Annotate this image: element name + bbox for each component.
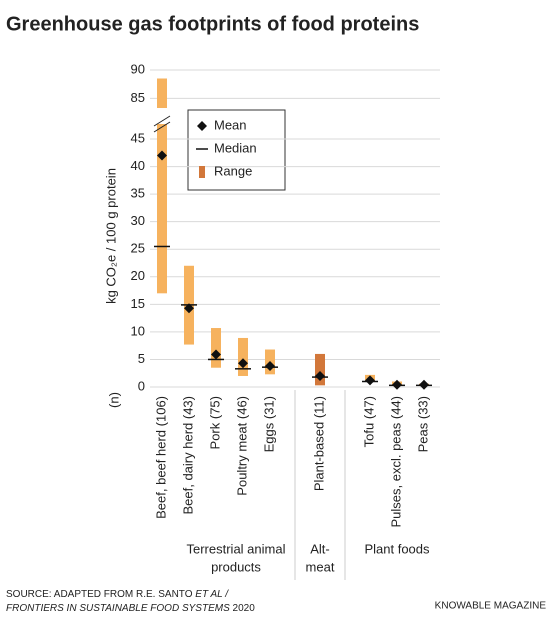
source-line: SOURCE: ADAPTED FROM R.E. SANTO ET AL / [6,589,229,600]
source-text: ET AL / [195,589,229,600]
x-tick-label: Poultry meat (46) [234,396,249,496]
source-text: SOURCE: ADAPTED FROM R.E. SANTO [6,589,195,600]
chart-title: Greenhouse gas footprints of food protei… [6,13,419,35]
group-label: Terrestrial animal [187,541,286,556]
x-tick-label: Beef, beef herd (106) [153,396,168,519]
range-bar [157,78,167,294]
group-label: products [211,559,261,574]
y-tick-label: 0 [138,378,145,393]
legend-label: Range [214,163,252,178]
legend-mean [197,121,207,131]
mean [315,370,325,381]
range-bar [211,328,221,368]
source-text: 2020 [230,603,255,614]
x-tick-label: Plant-based (11) [311,396,326,491]
source-text: FRONTIERS IN SUSTAINABLE FOOD SYSTEMS [6,603,230,614]
y-tick-label: 40 [131,158,145,173]
mean [211,349,221,360]
legend-range [199,166,205,178]
y-tick-label: 10 [131,323,145,338]
axis-break [153,115,171,127]
range-bar [238,337,248,376]
y-tick-label: 45 [131,130,145,145]
mean [265,361,275,372]
x-tick-label: Peas (33) [415,396,430,452]
x-tick-label: Pork (75) [207,396,222,449]
mean [419,379,429,390]
x-tick-label: Eggs (31) [261,396,276,452]
y-tick-label: 5 [138,351,145,366]
axis-break [153,121,171,133]
group-label: Plant foods [364,541,430,556]
mean [157,150,167,161]
n-label: (n) [106,392,121,408]
range-bar [315,353,325,386]
y-axis-label: kg CO₂e / 100 g protein [103,168,118,304]
y-tick-label: 25 [131,241,145,256]
legend-label: Mean [214,117,247,132]
axis-break [152,108,174,124]
credit: KNOWABLE MAGAZINE [435,601,547,612]
y-tick-label: 15 [131,296,145,311]
group-label: meat [306,559,335,574]
mean [238,358,248,369]
y-tick-label: 90 [131,61,145,76]
x-tick-label: Beef, dairy herd (43) [180,396,195,515]
mean [392,379,402,390]
source-line: FRONTIERS IN SUSTAINABLE FOOD SYSTEMS 20… [6,603,255,614]
y-tick-label: 85 [131,90,145,105]
y-tick-label: 20 [131,268,145,283]
group-label: Alt- [310,541,330,556]
x-tick-label: Tofu (47) [361,396,376,447]
x-tick-label: Pulses, excl. peas (44) [388,396,403,528]
y-tick-label: 35 [131,186,145,201]
mean [184,303,194,314]
legend-label: Median [214,140,257,155]
mean [365,375,375,386]
y-tick-label: 30 [131,213,145,228]
